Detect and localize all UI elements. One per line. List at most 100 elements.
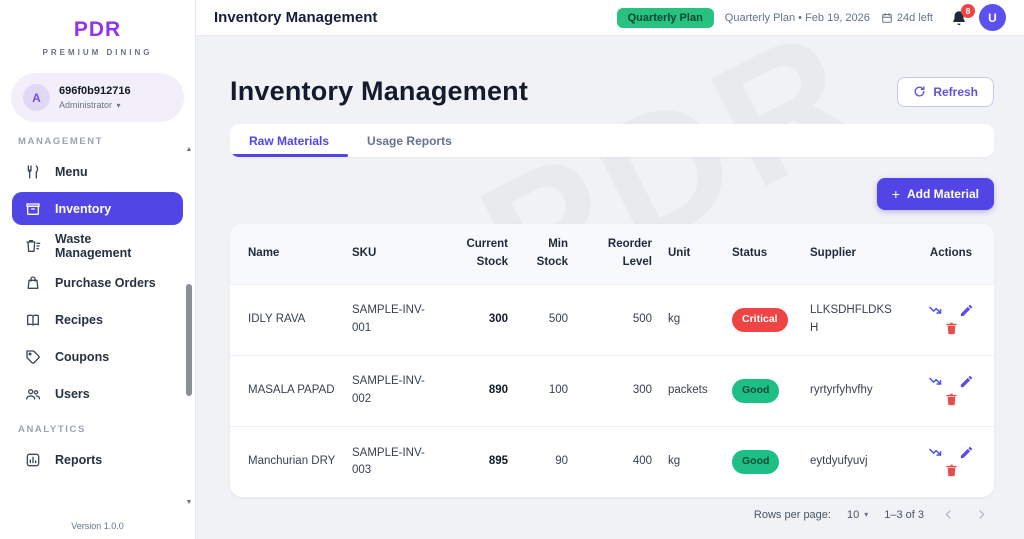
caret-down-icon: ▾ — [864, 510, 869, 520]
users-icon — [25, 386, 41, 402]
scroll-up-icon[interactable]: ▲ — [185, 146, 193, 153]
cell-actions — [908, 284, 994, 355]
scrollbar-thumb[interactable] — [186, 284, 192, 396]
trash-icon — [946, 322, 956, 335]
sidebar-item-inventory[interactable]: Inventory — [12, 192, 183, 225]
add-material-button[interactable]: + Add Material — [876, 178, 994, 210]
cell-supplier: eytdyufyuvj — [810, 455, 868, 468]
tag-icon — [25, 349, 41, 365]
col-sku: SKU — [352, 246, 377, 259]
section-label-management: MANAGEMENT — [18, 136, 104, 147]
sidebar-item-users[interactable]: Users — [12, 377, 183, 410]
status-badge: Good — [732, 378, 780, 403]
notification-count-badge: 8 — [961, 3, 975, 18]
col-reorder-level: Reorder Level — [607, 238, 652, 268]
main-column: Inventory Management Quarterly Plan Quar… — [196, 0, 1024, 539]
inventory-box-icon — [25, 201, 41, 217]
user-avatar: A — [23, 84, 50, 111]
user-card[interactable]: A 696f0b912716 Administrator ▾ — [11, 73, 184, 122]
plan-badge: Quarterly Plan — [616, 7, 714, 28]
cell-supplier: LLKSDHFLDKSH — [810, 304, 892, 334]
sidebar-item-coupons[interactable]: Coupons — [12, 340, 183, 373]
sidebar-item-reports[interactable]: Reports — [12, 443, 183, 476]
cell-actions — [908, 426, 994, 497]
cell-actions — [908, 355, 994, 426]
cell-status: Critical — [724, 284, 802, 355]
edit-button[interactable] — [959, 445, 974, 460]
table-row: IDLY RAVA SAMPLE-INV-001 300 500 500 kg … — [230, 284, 994, 355]
chevron-left-icon — [945, 510, 951, 519]
delete-button[interactable] — [944, 463, 959, 478]
sidebar-item-label: Purchase Orders — [55, 275, 156, 290]
usage-trend-button[interactable] — [928, 374, 943, 389]
edit-button[interactable] — [959, 374, 974, 389]
shopping-bag-icon — [25, 275, 41, 291]
sidebar-item-label: Recipes — [55, 312, 103, 327]
cell-min-stock: 500 — [548, 313, 568, 325]
col-min-stock: Min Stock — [536, 238, 568, 268]
scroll-down-icon[interactable]: ▼ — [185, 499, 193, 506]
status-badge: Good — [732, 450, 780, 474]
usage-trend-button[interactable] — [928, 445, 943, 460]
refresh-label: Refresh — [933, 84, 978, 99]
sidebar-item-waste-management[interactable]: Waste Management — [12, 229, 183, 262]
bar-chart-icon — [25, 452, 41, 468]
prev-page-button[interactable] — [940, 506, 957, 523]
add-material-label: Add Material — [906, 187, 979, 201]
cell-unit: kg — [668, 455, 681, 468]
pencil-icon — [960, 305, 973, 317]
tab-bar: Raw Materials Usage Reports — [230, 124, 994, 157]
trend-icon — [929, 449, 942, 457]
table-header-row: Name SKU Current Stock Min Stock Reorder… — [230, 224, 994, 285]
cell-sku: SAMPLE-INV-002 — [352, 375, 425, 405]
pencil-icon — [960, 376, 973, 388]
user-name: 696f0b912716 — [59, 85, 131, 97]
sidebar-item-purchase-orders[interactable]: Purchase Orders — [12, 266, 183, 299]
trend-icon — [929, 306, 942, 314]
profile-avatar[interactable]: U — [979, 4, 1006, 31]
tab-usage-reports[interactable]: Usage Reports — [367, 133, 452, 148]
open-book-icon — [25, 312, 41, 328]
rows-per-page-select[interactable]: 10 ▾ — [847, 509, 868, 521]
delete-button[interactable] — [944, 392, 959, 407]
sidebar-item-menu[interactable]: Menu — [12, 155, 183, 188]
col-current-stock: Current Stock — [466, 238, 508, 268]
materials-table-card: Name SKU Current Stock Min Stock Reorder… — [230, 224, 994, 498]
user-role: Administrator ▾ — [59, 100, 131, 110]
content-area: PDR Inventory Management Refresh Raw Mat… — [196, 36, 1024, 539]
next-page-button[interactable] — [973, 506, 990, 523]
utensils-icon — [25, 164, 41, 180]
chevron-right-icon — [979, 510, 985, 519]
cell-sku: SAMPLE-INV-003 — [352, 446, 425, 476]
notifications-button[interactable]: 8 — [950, 3, 975, 27]
cell-name: IDLY RAVA — [248, 313, 306, 325]
sidebar-item-label: Menu — [55, 164, 88, 179]
col-status: Status — [732, 246, 768, 259]
tab-raw-materials[interactable]: Raw Materials — [230, 124, 349, 157]
topbar-title: Inventory Management — [214, 9, 378, 26]
refresh-icon — [914, 86, 925, 97]
usage-trend-button[interactable] — [928, 303, 943, 318]
pagination: Rows per page: 10 ▾ 1–3 of 3 — [230, 506, 994, 523]
materials-table: Name SKU Current Stock Min Stock Reorder… — [230, 224, 994, 497]
sidebar-item-recipes[interactable]: Recipes — [12, 303, 183, 336]
cell-supplier: ryrtyrfyhvfhy — [810, 384, 873, 396]
delete-button[interactable] — [944, 321, 959, 336]
section-label-analytics: ANALYTICS — [18, 424, 86, 435]
cell-status: Good — [724, 355, 802, 426]
top-bar: Inventory Management Quarterly Plan Quar… — [196, 0, 1024, 36]
refresh-button[interactable]: Refresh — [897, 76, 994, 107]
sidebar-item-label: Inventory — [55, 201, 112, 216]
cell-sku: SAMPLE-INV-001 — [352, 304, 425, 334]
table-toolbar: + Add Material — [230, 178, 994, 210]
cell-reorder-level: 400 — [632, 455, 652, 468]
plus-icon: + — [891, 186, 900, 202]
page-head: Inventory Management Refresh — [230, 76, 994, 107]
days-left: 24d left — [881, 12, 933, 24]
table-row: Manchurian DRY SAMPLE-INV-003 895 90 400… — [230, 426, 994, 497]
cell-unit: kg — [668, 313, 681, 325]
trend-icon — [929, 377, 942, 385]
edit-button[interactable] — [959, 303, 974, 318]
pagination-range: 1–3 of 3 — [884, 508, 924, 521]
